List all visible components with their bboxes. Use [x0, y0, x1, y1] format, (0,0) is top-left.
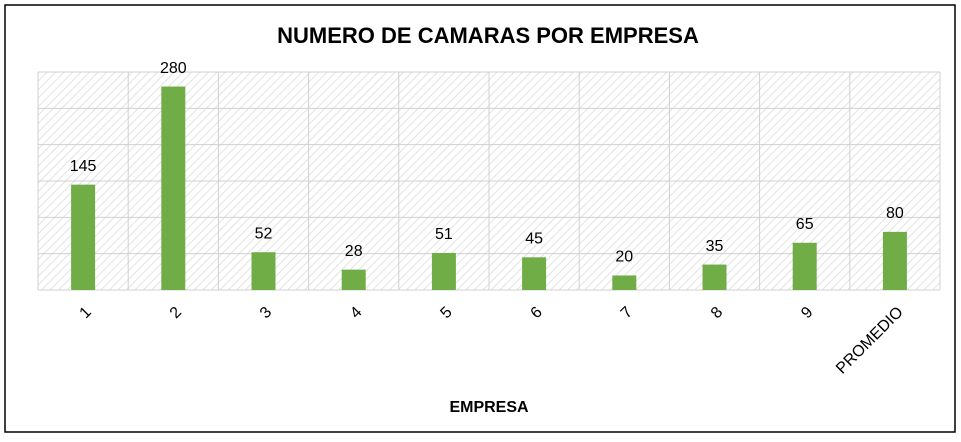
data-label: 51 — [435, 226, 453, 243]
data-label: 52 — [255, 225, 273, 242]
bar — [792, 242, 817, 290]
data-label: 145 — [70, 158, 97, 175]
data-label: 65 — [796, 216, 814, 233]
chart-title: NUMERO DE CAMARAS POR EMPRESA — [277, 23, 699, 48]
data-label: 80 — [886, 205, 904, 222]
data-label: 45 — [525, 231, 543, 248]
bar — [71, 184, 96, 290]
data-label: 28 — [345, 243, 363, 260]
data-label: 35 — [706, 238, 724, 255]
bar — [251, 252, 276, 290]
data-label: 20 — [615, 249, 633, 266]
bar — [882, 231, 907, 290]
bar — [702, 264, 727, 290]
bar — [612, 275, 637, 290]
bar — [341, 269, 366, 290]
data-label: 280 — [160, 60, 187, 77]
x-axis-title: EMPRESA — [449, 399, 529, 416]
bar — [522, 257, 547, 290]
bar — [431, 252, 456, 290]
bar — [161, 86, 186, 291]
